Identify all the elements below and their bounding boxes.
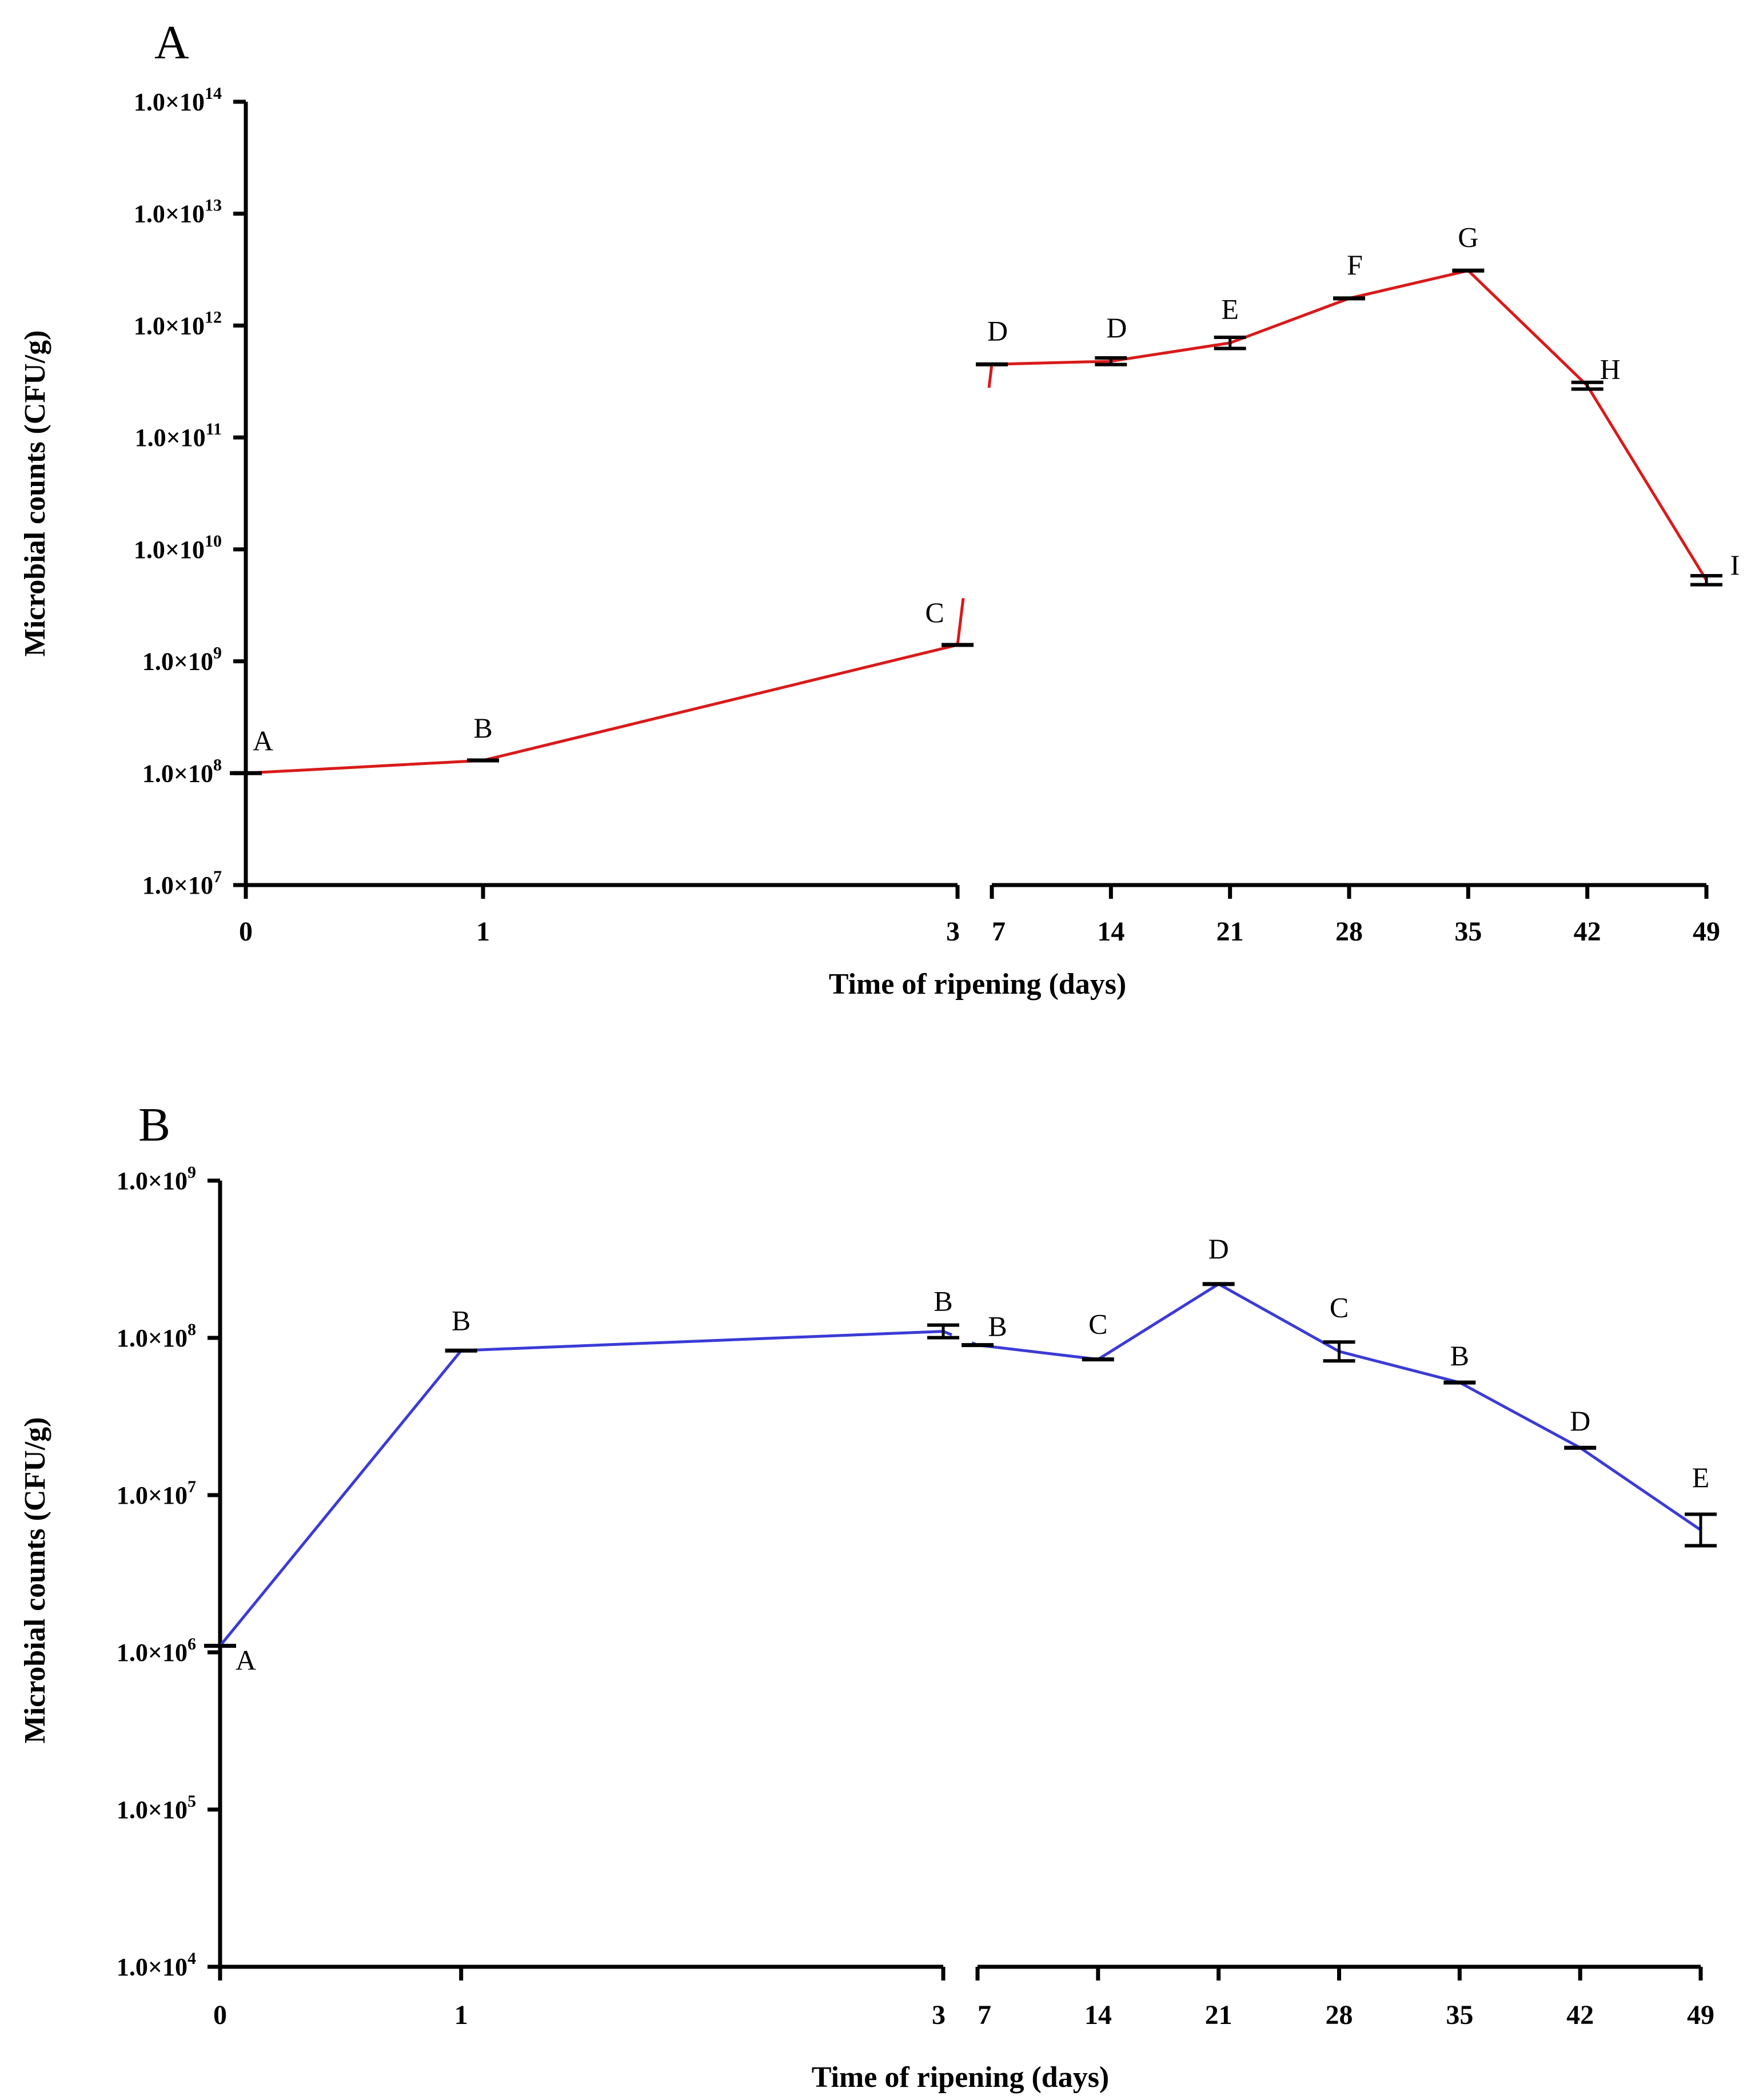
panel-b-significance-letter: B	[452, 1304, 470, 1336]
panel-b-x-tick-label: 7	[978, 2000, 991, 2030]
panel-a-significance-letter: I	[1730, 549, 1740, 581]
panel-b-significance-letter: D	[1570, 1405, 1590, 1437]
panel-b-y-tick-label: 1.0×106	[117, 1635, 196, 1667]
panel-b-series-line	[1097, 1282, 1219, 1361]
panel-b-series-line	[1579, 1447, 1702, 1532]
panel-b-x-tick-label: 42	[1566, 2000, 1594, 2030]
panel-a-x-tick-label: 14	[1097, 916, 1124, 947]
panel-b-significance-letter: B	[934, 1285, 952, 1317]
panel-b-y-tick-label: 1.0×108	[117, 1320, 196, 1352]
panel-b-significance-letter: E	[1692, 1461, 1710, 1493]
panel-a-significance-letter: G	[1458, 221, 1478, 253]
panel-a-significance-letter: E	[1221, 293, 1239, 325]
panel-b-x-tick-label: 35	[1446, 2000, 1473, 2030]
panel-a-significance-letter: F	[1347, 249, 1363, 281]
panel-b-y-tick-label: 1.0×107	[117, 1477, 196, 1509]
panel-a-y-tick-label: 1.0×1014	[134, 84, 222, 116]
panel-b-x-tick-label: 3	[932, 2000, 946, 2030]
panel-a-x-tick-label: 1	[476, 916, 490, 947]
panel-b-y-tick-label: 1.0×105	[117, 1792, 196, 1824]
panel-a-significance-letter: A	[253, 724, 273, 756]
panel-a-series-line	[1229, 297, 1350, 345]
panel-a-y-tick-label: 1.0×1012	[134, 308, 222, 340]
panel-b-significance-letter: B	[1450, 1340, 1469, 1372]
panel-a-x-tick-label: 49	[1693, 916, 1720, 947]
panel-b-y-tick-label: 1.0×104	[117, 1949, 196, 1981]
panel-a-y-tick-label: 1.0×109	[142, 644, 222, 676]
panel-a-y-tick-label: 1.0×107	[142, 867, 222, 899]
panel-a-series-line	[245, 759, 484, 775]
panel-a-significance-letter: B	[473, 712, 492, 744]
panel-a-significance-letter: D	[1106, 312, 1127, 344]
panel-a-x-axis-title: Time of ripening (days)	[829, 968, 1127, 1001]
panel-a-y-axis-title: Microbial counts (CFU/g)	[19, 330, 51, 657]
panel-a-chart: A 1.0×107 1.0×108 1.0×109 1.0×1010 1.0×1011 1.…	[19, 16, 1740, 1001]
panel-a-series-line	[956, 597, 965, 645]
panel-a-x-tick-label: 3	[946, 916, 960, 947]
panel-b-label: B	[138, 1098, 170, 1151]
panel-b-series-line	[1218, 1282, 1340, 1353]
panel-b-x-axis-title: Time of ripening (days)	[812, 2061, 1110, 2094]
panel-a-significance-letter: C	[925, 596, 944, 628]
panel-a-significance-letter: H	[1600, 353, 1621, 385]
panel-a-y-tick-label: 1.0×1010	[134, 532, 222, 564]
panel-b-x-tick-label: 21	[1205, 2000, 1233, 2030]
panel-b-y-tick-label: 1.0×109	[117, 1163, 196, 1195]
panel-a-x-tick-label: 0	[239, 916, 253, 947]
panel-b-x-tick-label: 14	[1084, 2000, 1112, 2030]
panel-a-x-tick-label: 35	[1454, 916, 1482, 947]
panel-a-series-line	[987, 364, 994, 388]
panel-b-significance-letter: A	[236, 1644, 256, 1676]
panel-b-series-line	[1338, 1350, 1460, 1384]
panel-a-series-line	[1467, 269, 1589, 387]
panel-b-significance-letter: D	[1208, 1233, 1229, 1265]
panel-a-x-tick-label: 21	[1216, 916, 1244, 947]
panel-b-series-line	[1459, 1381, 1581, 1449]
panel-b-significance-letter: C	[1088, 1308, 1107, 1340]
panel-a-x-tick-label: 42	[1574, 916, 1601, 947]
panel-a-series-line	[1586, 385, 1708, 581]
panel-a-significance-letter: D	[987, 314, 1008, 346]
panel-a-label: A	[154, 16, 189, 69]
panel-b-series-line	[461, 1330, 944, 1352]
panel-b-x-tick-label: 1	[454, 2000, 468, 2030]
panel-b-significance-letter: B	[988, 1310, 1007, 1342]
panel-b-y-axis-title: Microbial counts (CFU/g)	[19, 1417, 51, 1744]
panel-a-y-tick-label: 1.0×1013	[134, 196, 222, 228]
panel-b-x-tick-label: 0	[213, 2000, 227, 2030]
panel-a-y-tick-label: 1.0×108	[142, 755, 222, 787]
panel-b-chart: B 1.0×104 1.0×105 1.0×106 1.0×107 1.0×108 1.0×…	[19, 1098, 1717, 2094]
panel-a-series-line	[1110, 341, 1231, 363]
panel-b-x-tick-label: 49	[1687, 2000, 1714, 2030]
panel-a-x-tick-label: 28	[1335, 916, 1363, 947]
panel-a-y-tick-label: 1.0×1011	[135, 420, 222, 452]
panel-b-significance-letter: C	[1330, 1292, 1349, 1324]
panel-b-x-tick-label: 28	[1326, 2000, 1353, 2030]
panel-a-series-line	[991, 360, 1111, 366]
panel-a-series-line	[482, 643, 958, 762]
panel-a-x-tick-label: 7	[992, 916, 1006, 947]
panel-b-series-line	[977, 1344, 1099, 1361]
panel-b-series-line	[219, 1349, 462, 1647]
panel-a-series-line	[1349, 269, 1469, 300]
